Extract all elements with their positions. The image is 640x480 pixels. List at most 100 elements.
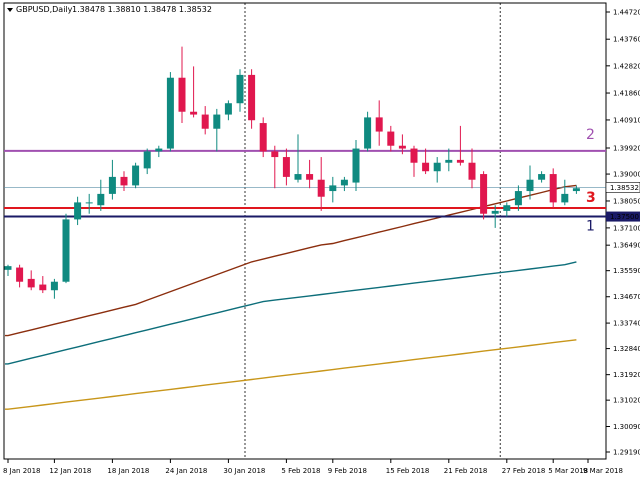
candle-body-bullish bbox=[74, 202, 82, 220]
x-tick-label: 15 Feb 2018 bbox=[386, 467, 430, 475]
current-price-box bbox=[605, 182, 640, 193]
y-tick-label: 1.43760 bbox=[613, 36, 640, 44]
level-marker-2: 2 bbox=[586, 127, 595, 143]
y-tick-label: 1.33740 bbox=[613, 320, 640, 328]
symbol-timeframe: GBPUSD,Daily bbox=[16, 5, 73, 14]
chart-header: GBPUSD,Daily 1.38478 1.38810 1.38478 1.3… bbox=[7, 5, 212, 14]
candle-body-bearish bbox=[480, 174, 488, 214]
candle-body-bullish bbox=[85, 202, 93, 204]
candle-body-bearish bbox=[317, 179, 325, 197]
candle-body-bearish bbox=[375, 117, 383, 132]
y-tick-label: 1.39000 bbox=[613, 171, 640, 179]
candle-body-bullish bbox=[445, 159, 453, 163]
x-tick-label: 9 Feb 2018 bbox=[328, 467, 367, 475]
x-tick-label: 8 Jan 2018 bbox=[3, 467, 41, 475]
candle-body-bullish bbox=[294, 174, 302, 180]
level-marker-3: 3 bbox=[586, 190, 596, 206]
candle-body-bullish bbox=[224, 103, 232, 115]
moving-average-line-ma_slow bbox=[5, 339, 577, 410]
y-tick-label: 1.37100 bbox=[613, 224, 640, 232]
candle-body-bearish bbox=[178, 77, 186, 112]
plot-frame bbox=[3, 2, 607, 460]
y-tick-label: 1.35590 bbox=[613, 267, 640, 275]
candle-body-bearish bbox=[248, 74, 256, 121]
x-tick-label: 9 Mar 2018 bbox=[583, 467, 623, 475]
candle-body-bullish bbox=[143, 151, 151, 169]
y-tick-label: 1.29190 bbox=[613, 449, 640, 457]
candle-body-bullish bbox=[503, 205, 511, 211]
candle-body-bullish bbox=[97, 193, 105, 206]
candle-body-bullish bbox=[352, 148, 360, 183]
y-tick-label: 1.38050 bbox=[613, 197, 640, 205]
x-tick-label: 5 Mar 2018 bbox=[548, 467, 588, 475]
x-tick-label: 27 Feb 2018 bbox=[502, 467, 546, 475]
period-separators bbox=[244, 3, 501, 459]
time-axis[interactable]: 8 Jan 2018 12 Jan 2018 18 Jan 2018 24 Jan 2… bbox=[3, 459, 623, 475]
price-axis[interactable]: 1.44720 1.43760 1.42820 1.41860 1.40910 1.399… bbox=[606, 9, 640, 457]
y-tick-label: 1.31020 bbox=[613, 397, 640, 405]
level1-price-box bbox=[606, 211, 640, 222]
y-tick-label: 1.39920 bbox=[613, 144, 640, 152]
candle-body-bullish bbox=[561, 193, 569, 203]
candle-body-bearish bbox=[549, 174, 557, 203]
candle-body-bearish bbox=[410, 148, 418, 163]
candle-body-bullish bbox=[572, 188, 580, 192]
candle-body-bearish bbox=[282, 157, 290, 177]
x-tick-label: 21 Feb 2018 bbox=[444, 467, 488, 475]
candle-body-bearish bbox=[398, 145, 406, 149]
candle-body-bullish bbox=[132, 165, 140, 186]
y-tick-label: 1.42820 bbox=[613, 62, 640, 70]
moving-average-line-ma_mid bbox=[5, 261, 577, 365]
candlesticks bbox=[4, 46, 580, 299]
y-tick-label: 1.34670 bbox=[613, 293, 640, 301]
candle-body-bullish bbox=[526, 179, 534, 192]
x-tick-label: 12 Jan 2018 bbox=[49, 467, 91, 475]
candle-body-bullish bbox=[4, 266, 12, 270]
x-tick-label: 18 Jan 2018 bbox=[107, 467, 149, 475]
y-tick-label: 1.31920 bbox=[613, 371, 640, 379]
x-tick-label: 5 Feb 2018 bbox=[281, 467, 320, 475]
candle-body-bearish bbox=[27, 278, 35, 288]
candle-body-bullish bbox=[155, 148, 163, 152]
y-tick-label: 1.40910 bbox=[613, 116, 640, 124]
level-markers: 1 2 3 bbox=[586, 127, 596, 235]
candle-body-bullish bbox=[538, 174, 546, 180]
candle-body-bearish bbox=[259, 123, 267, 152]
ohlc-values: 1.38478 1.38810 1.38478 1.38532 bbox=[72, 5, 212, 14]
candle-body-bearish bbox=[16, 267, 24, 282]
current-price-label: 1.38532 bbox=[610, 184, 639, 192]
candle-body-bullish bbox=[62, 219, 70, 282]
candle-body-bullish bbox=[433, 162, 441, 172]
candle-body-bullish bbox=[108, 176, 116, 194]
candle-body-bearish bbox=[120, 176, 128, 186]
x-tick-label: 30 Jan 2018 bbox=[223, 467, 265, 475]
candle-body-bullish bbox=[340, 179, 348, 186]
price-labels: 1.38532 1.37500 bbox=[605, 182, 640, 222]
candle-body-bearish bbox=[201, 114, 209, 129]
candle-body-bullish bbox=[166, 77, 174, 149]
candle-body-bullish bbox=[491, 210, 499, 214]
y-tick-label: 1.30090 bbox=[613, 423, 640, 431]
y-tick-label: 1.41860 bbox=[613, 90, 640, 98]
candle-body-bearish bbox=[271, 151, 279, 158]
dropdown-triangle-icon[interactable] bbox=[7, 8, 13, 12]
candle-body-bullish bbox=[364, 117, 372, 149]
candle-body-bullish bbox=[329, 185, 337, 192]
candle-body-bearish bbox=[422, 162, 430, 172]
candle-body-bearish bbox=[190, 111, 198, 115]
level-marker-1: 1 bbox=[586, 219, 595, 235]
candle-body-bullish bbox=[50, 281, 58, 291]
y-tick-label: 1.36490 bbox=[613, 242, 640, 250]
level1-price-label: 1.37500 bbox=[610, 213, 639, 221]
candle-body-bearish bbox=[456, 159, 464, 163]
candle-body-bearish bbox=[387, 131, 395, 146]
candle-body-bearish bbox=[39, 284, 47, 291]
candle-body-bullish bbox=[236, 74, 244, 104]
candle-body-bullish bbox=[213, 114, 221, 129]
candle-body-bearish bbox=[468, 162, 476, 180]
y-tick-label: 1.44720 bbox=[613, 9, 640, 17]
y-tick-label: 1.32840 bbox=[613, 345, 640, 353]
candle-body-bullish bbox=[514, 191, 522, 206]
x-tick-label: 24 Jan 2018 bbox=[165, 467, 207, 475]
